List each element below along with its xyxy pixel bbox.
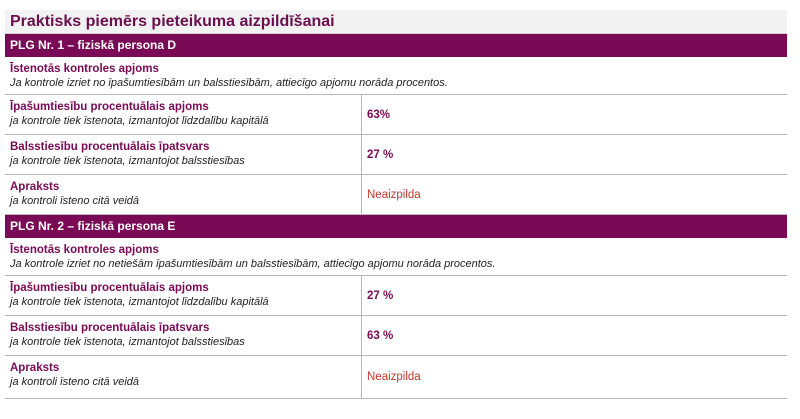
row-value: 63 % [367,329,394,342]
row-description: ja kontroli īsteno citā veidā [10,195,140,207]
row-value: 27 % [367,289,394,302]
row-label: Īpašumtiesību procentuālais apjoms ja ko… [5,276,362,315]
table-row-description: Apraksts ja kontroli īsteno citā veidā N… [5,175,787,215]
row-description: ja kontrole tiek īstenota, izmantojot lī… [10,115,269,127]
page-title: Praktisks piemērs pieteikuma aizpildīšan… [5,10,787,34]
table-row-voting-share: Balsstiesību procentuālais īpatsvars ja … [5,135,787,175]
row-title: Balsstiesību procentuālais īpatsvars [10,141,210,153]
row-value: Neaizpilda [367,371,421,383]
row-value: Neaizpilda [367,188,421,201]
row-description: ja kontroli īsteno citā veidā [10,376,140,388]
control-scope-block: Īstenotās kontroles apjoms Ja kontrole i… [5,238,787,276]
section-header-plg-1: PLG Nr. 1 – fiziskā persona D [5,34,787,57]
row-label: Īpašumtiesību procentuālais apjoms ja ko… [5,95,362,134]
row-value: 27 % [367,148,394,161]
row-value: 63% [367,108,391,121]
row-title: Balsstiesību procentuālais īpatsvars [10,322,210,334]
row-description: ja kontrole tiek īstenota, izmantojot lī… [10,296,269,308]
table-row-ownership-share: Īpašumtiesību procentuālais apjoms ja ko… [5,95,787,135]
table-row-ownership-share: Īpašumtiesību procentuālais apjoms ja ko… [5,276,787,316]
table-row-voting-share: Balsstiesību procentuālais īpatsvars ja … [5,316,787,356]
row-label: Apraksts ja kontroli īsteno citā veidā [5,175,362,214]
control-scope-block: Īstenotās kontroles apjoms Ja kontrole i… [5,57,787,95]
row-title: Īpašumtiesību procentuālais apjoms [10,282,209,294]
control-scope-description: Ja kontrole izriet no īpašumtiesībām un … [10,77,448,89]
control-scope-title: Īstenotās kontroles apjoms [10,244,159,256]
section-header-plg-2: PLG Nr. 2 – fiziskā persona E [5,215,787,238]
row-description: ja kontrole tiek īstenota, izmantojot ba… [10,155,245,167]
control-scope-title: Īstenotās kontroles apjoms [10,63,159,75]
table-row-description: Apraksts ja kontroli īsteno citā veidā N… [5,356,787,399]
row-title: Īpašumtiesību procentuālais apjoms [10,101,209,113]
control-scope-description: Ja kontrole izriet no netiešām īpašumtie… [10,258,496,270]
row-title: Apraksts [10,181,60,193]
row-label: Balsstiesību procentuālais īpatsvars ja … [5,135,362,174]
row-description: ja kontrole tiek īstenota, izmantojot ba… [10,336,245,348]
row-title: Apraksts [10,362,60,374]
example-sheet: Praktisks piemērs pieteikuma aizpildīšan… [5,10,787,399]
row-label: Apraksts ja kontroli īsteno citā veidā [5,356,362,398]
row-label: Balsstiesību procentuālais īpatsvars ja … [5,316,362,355]
